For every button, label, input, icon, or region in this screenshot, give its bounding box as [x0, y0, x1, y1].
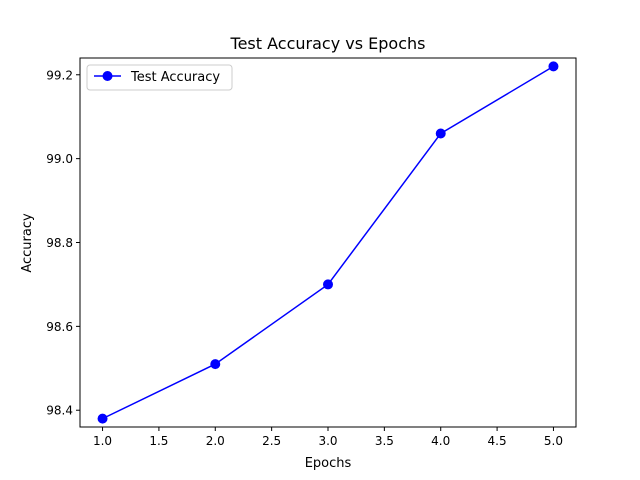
plot-area: 1.0 1.5 2.0 2.5 3.0 3.5 4.0 4.5 5.0 98.4 98.6 98.8 9…	[46, 57, 577, 448]
x-tick-label: 1.0	[93, 434, 112, 448]
legend-box	[86, 64, 233, 91]
y-tick-label: 99.0	[46, 152, 73, 166]
x-tick-label: 2.5	[262, 434, 281, 448]
y-tick-label: 98.8	[46, 236, 73, 250]
data-point	[435, 128, 446, 139]
x-tick-label: 5.0	[544, 434, 563, 448]
x-tick-label: 4.5	[488, 434, 507, 448]
data-point	[548, 61, 559, 72]
y-tick-label: 99.2	[46, 68, 73, 82]
x-tick-label: 3.0	[318, 434, 337, 448]
x-tick-label: 1.5	[149, 434, 168, 448]
x-axis-label: Epochs	[305, 456, 352, 471]
data-point	[97, 413, 108, 424]
data-point	[323, 279, 333, 290]
x-tick-label: 4.0	[431, 434, 450, 448]
y-tick-label: 98.6	[46, 320, 73, 334]
x-tick-label: 2.0	[206, 434, 225, 448]
legend-marker	[102, 71, 113, 81]
y-axis-label: Accuracy	[20, 213, 35, 273]
x-tick-label: 3.5	[375, 434, 394, 448]
legend-label: Test Accuracy	[130, 70, 220, 85]
y-tick-label: 98.4	[46, 404, 73, 418]
chart-title: Test Accuracy vs Epochs	[230, 34, 426, 53]
data-point	[210, 359, 221, 370]
legend: Test Accuracy	[86, 64, 233, 91]
